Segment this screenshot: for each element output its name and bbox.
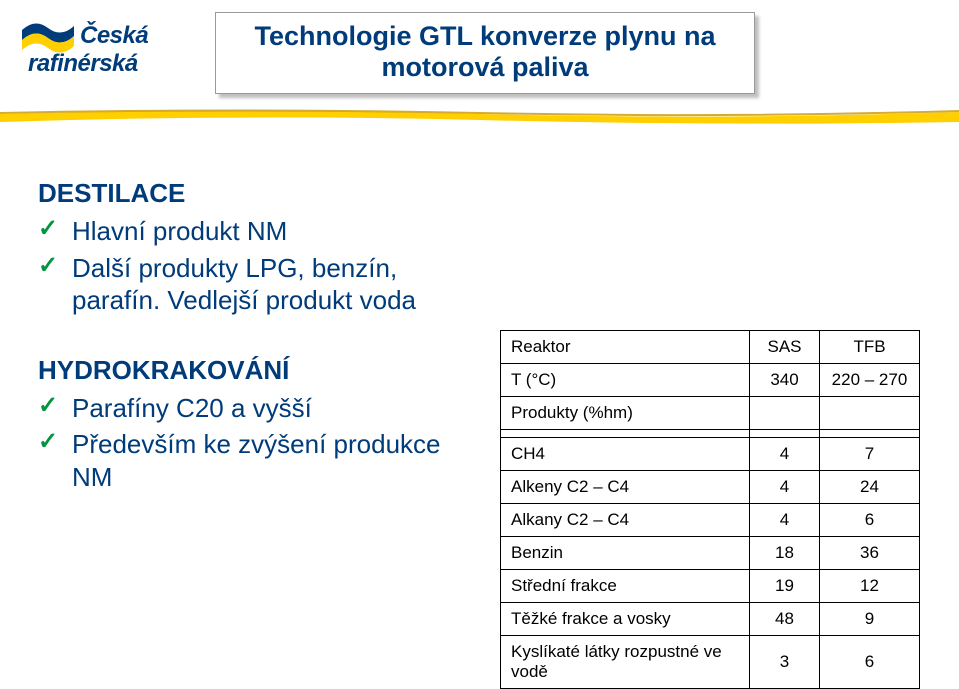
content-left: DESTILACE ✓ Hlavní produkt NM ✓ Další pr… <box>38 178 468 497</box>
table-cell: 4 <box>750 471 820 504</box>
bullet-line: ✓ Hlavní produkt NM <box>38 215 468 248</box>
table-cell <box>750 397 820 430</box>
table-cell: 9 <box>820 603 920 636</box>
table-cell: 48 <box>750 603 820 636</box>
table-cell: 220 – 270 <box>820 364 920 397</box>
bullet-text: Především ke zvýšení produkce NM <box>72 428 468 493</box>
table-row: Střední frakce 19 12 <box>501 570 920 603</box>
table-row: Kyslíkaté látky rozpustné ve vodě 3 6 <box>501 636 920 689</box>
table-header-cell: SAS <box>750 331 820 364</box>
check-icon: ✓ <box>38 428 72 457</box>
bullet-text: Parafíny C20 a vyšší <box>72 392 312 425</box>
table-row: CH4 4 7 <box>501 438 920 471</box>
reactor-table: Reaktor SAS TFB T (°C) 340 220 – 270 Pro… <box>500 330 920 689</box>
table-cell: 3 <box>750 636 820 689</box>
check-icon: ✓ <box>38 215 72 244</box>
wave-icon <box>22 18 74 54</box>
title-line1: Technologie GTL konverze plynu na <box>232 21 738 52</box>
table-cell: 19 <box>750 570 820 603</box>
bullet-text: Hlavní produkt NM <box>72 215 287 248</box>
table: Reaktor SAS TFB T (°C) 340 220 – 270 Pro… <box>500 330 920 689</box>
table-cell: Kyslíkaté látky rozpustné ve vodě <box>501 636 750 689</box>
bullet-line: ✓ Další produkty LPG, benzín, parafín. V… <box>38 252 468 317</box>
table-header-row: Reaktor SAS TFB <box>501 331 920 364</box>
table-cell: 7 <box>820 438 920 471</box>
table-cell: Těžké frakce a vosky <box>501 603 750 636</box>
table-cell: Benzin <box>501 537 750 570</box>
table-cell <box>820 397 920 430</box>
table-cell: 6 <box>820 636 920 689</box>
logo-text-line1: Česká <box>80 22 148 50</box>
table-cell: Alkany C2 – C4 <box>501 504 750 537</box>
table-cell: 6 <box>820 504 920 537</box>
section-heading-destilace: DESTILACE <box>38 178 468 209</box>
decorative-stripe <box>0 108 959 126</box>
table-cell: Produkty (%hm) <box>501 397 750 430</box>
table-cell: 24 <box>820 471 920 504</box>
slide-title: Technologie GTL konverze plynu na motoro… <box>215 12 755 94</box>
bullet-text: Další produkty LPG, benzín, parafín. Ved… <box>72 252 468 317</box>
table-header-cell: TFB <box>820 331 920 364</box>
logo: Česká rafinérská <box>22 18 172 78</box>
table-row: Benzin 18 36 <box>501 537 920 570</box>
table-row: Alkany C2 – C4 4 6 <box>501 504 920 537</box>
table-cell: Střední frakce <box>501 570 750 603</box>
table-cell: 12 <box>820 570 920 603</box>
section-heading-hydro: HYDROKRAKOVÁNÍ <box>38 355 468 386</box>
table-row: Produkty (%hm) <box>501 397 920 430</box>
table-cell: CH4 <box>501 438 750 471</box>
table-header-cell: Reaktor <box>501 331 750 364</box>
table-spacer-row <box>501 430 920 438</box>
bullet-line: ✓ Parafíny C20 a vyšší <box>38 392 468 425</box>
table-cell: 4 <box>750 438 820 471</box>
table-row: T (°C) 340 220 – 270 <box>501 364 920 397</box>
check-icon: ✓ <box>38 392 72 421</box>
table-cell: 340 <box>750 364 820 397</box>
title-line2: motorová paliva <box>232 52 738 83</box>
bullet-line: ✓ Především ke zvýšení produkce NM <box>38 428 468 493</box>
table-cell: 4 <box>750 504 820 537</box>
logo-text-line2: rafinérská <box>28 50 172 78</box>
table-cell: 36 <box>820 537 920 570</box>
table-cell: Alkeny C2 – C4 <box>501 471 750 504</box>
table-row: Těžké frakce a vosky 48 9 <box>501 603 920 636</box>
logo-top-row: Česká <box>22 18 172 54</box>
table-cell: T (°C) <box>501 364 750 397</box>
table-cell: 18 <box>750 537 820 570</box>
table-row: Alkeny C2 – C4 4 24 <box>501 471 920 504</box>
check-icon: ✓ <box>38 252 72 281</box>
